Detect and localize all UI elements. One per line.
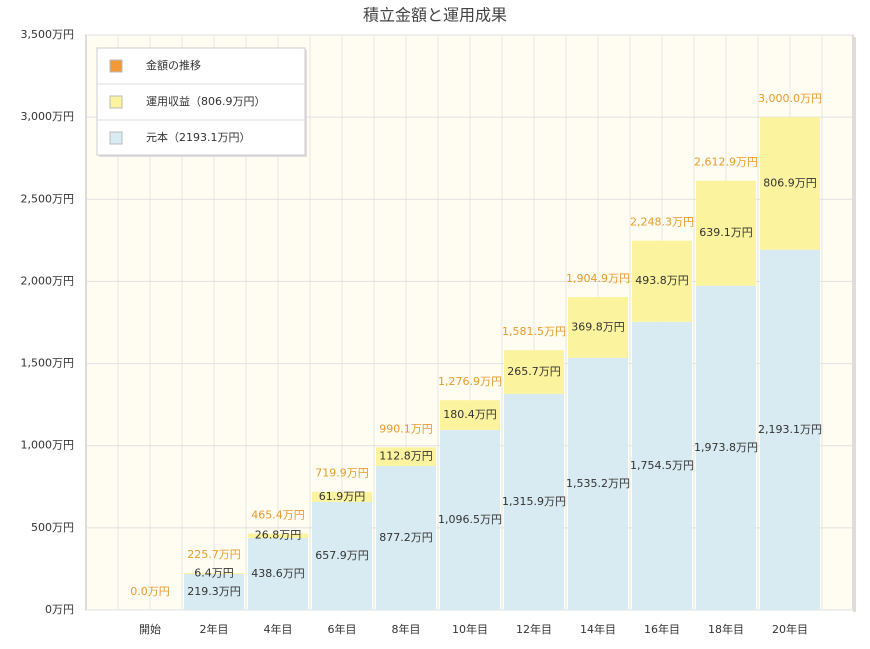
x-tick-label: 10年目 xyxy=(452,622,488,636)
x-tick-label: 12年目 xyxy=(516,622,552,636)
bar-segment xyxy=(440,400,500,430)
x-tick-label: 開始 xyxy=(139,622,161,636)
x-tick-label: 4年目 xyxy=(264,622,293,636)
bar-segment xyxy=(504,393,564,610)
bar-segment xyxy=(504,350,564,394)
data-label: 1,315.9万円 xyxy=(502,495,566,508)
total-label: 2,248.3万円 xyxy=(630,216,694,229)
total-label: 0.0万円 xyxy=(130,585,170,598)
data-label: 61.9万円 xyxy=(319,490,366,503)
data-label: 1,973.8万円 xyxy=(694,441,758,454)
bar-segment xyxy=(440,429,500,610)
data-label: 806.9万円 xyxy=(763,176,817,189)
y-tick-label: 2,500万円 xyxy=(21,192,75,205)
legend-box xyxy=(96,47,306,156)
data-label: 657.9万円 xyxy=(315,549,369,562)
legend-swatch xyxy=(109,59,123,73)
y-tick-label: 2,000万円 xyxy=(21,274,75,287)
x-tick-label: 2年目 xyxy=(200,622,229,636)
y-tick-label: 500万円 xyxy=(31,521,74,534)
bar-segment xyxy=(184,572,244,574)
data-label: 493.8万円 xyxy=(635,274,689,287)
legend-swatch xyxy=(109,95,123,109)
x-tick-label: 6年目 xyxy=(328,622,357,636)
total-label: 465.4万円 xyxy=(251,509,305,522)
bar-segment xyxy=(312,491,372,502)
bar-segment xyxy=(632,321,692,610)
y-tick-label: 0万円 xyxy=(45,603,74,616)
x-tick-label: 18年目 xyxy=(708,622,744,636)
legend-swatch xyxy=(109,131,123,145)
x-tick-label: 14年目 xyxy=(580,622,616,636)
x-tick-label: 16年目 xyxy=(644,622,680,636)
data-label: 180.4万円 xyxy=(443,408,497,421)
data-label: 438.6万円 xyxy=(251,567,305,580)
y-tick-label: 3,000万円 xyxy=(21,110,75,123)
total-label: 1,581.5万円 xyxy=(502,325,566,338)
legend-label: 金額の推移 xyxy=(146,58,201,72)
data-label: 112.8万円 xyxy=(379,450,433,463)
y-tick-label: 3,500万円 xyxy=(21,28,75,41)
data-label: 2,193.1万円 xyxy=(758,423,822,436)
bar-segment xyxy=(696,285,756,610)
total-label: 2,612.9万円 xyxy=(694,156,758,169)
total-label: 1,276.9万円 xyxy=(438,375,502,388)
data-label: 639.1万円 xyxy=(699,226,753,239)
data-label: 877.2万円 xyxy=(379,531,433,544)
plot-shadow xyxy=(853,37,856,612)
total-label: 719.9万円 xyxy=(315,467,369,480)
bar-segment xyxy=(760,117,820,250)
bar-segment xyxy=(248,533,308,538)
bar-segment xyxy=(632,240,692,322)
bar-segment xyxy=(568,297,628,358)
data-label: 1,754.5万円 xyxy=(630,459,694,472)
total-label: 3,000.0万円 xyxy=(758,92,822,105)
data-label: 369.8万円 xyxy=(571,320,625,333)
bar-segment xyxy=(184,573,244,610)
total-label: 1,904.9万円 xyxy=(566,272,630,285)
data-label: 265.7万円 xyxy=(507,365,561,378)
legend-label: 運用収益（806.9万円） xyxy=(146,94,266,108)
bar-segment xyxy=(312,501,372,610)
y-tick-label: 1,000万円 xyxy=(21,439,75,452)
chart-title: 積立金額と運用成果 xyxy=(363,6,507,25)
bars: 0.0万円 219.3万円 6.4万円 225.7万円 438.6万円 26.8万円 465… xyxy=(130,92,822,610)
bar-segment xyxy=(568,357,628,610)
bar-segment xyxy=(248,537,308,610)
x-tick-label: 8年目 xyxy=(392,622,421,636)
total-label: 990.1万円 xyxy=(379,422,433,435)
bar-segment xyxy=(760,249,820,610)
data-label: 26.8万円 xyxy=(255,529,302,542)
data-label: 1,096.5万円 xyxy=(438,513,502,526)
bar-segment xyxy=(696,180,756,286)
total-label: 225.7万円 xyxy=(187,548,241,561)
legend-label: 元本（2193.1万円） xyxy=(146,130,251,144)
data-label: 1,535.2万円 xyxy=(566,477,630,490)
bar-segment xyxy=(376,465,436,610)
data-label: 6.4万円 xyxy=(194,566,234,579)
y-tick-label: 1,500万円 xyxy=(21,357,75,370)
bar-segment xyxy=(376,447,436,466)
data-label: 219.3万円 xyxy=(187,585,241,598)
x-tick-label: 20年目 xyxy=(772,622,808,636)
